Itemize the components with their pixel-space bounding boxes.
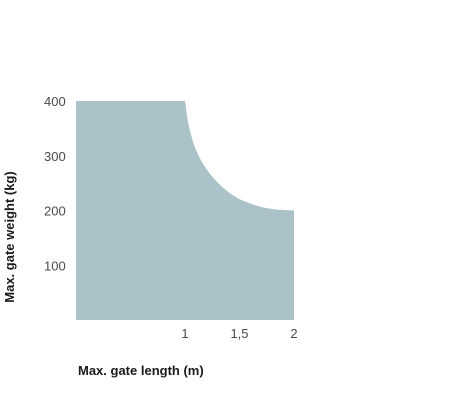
x-tick-label: 2 <box>290 326 297 341</box>
y-tick-label: 300 <box>44 149 66 164</box>
x-tick-label: 1,5 <box>230 326 248 341</box>
x-axis-ticks: 1 1,5 2 <box>181 326 297 341</box>
x-axis-label: Max. gate length (m) <box>78 363 204 378</box>
y-tick-label: 400 <box>44 94 66 109</box>
capacity-area <box>76 101 294 320</box>
y-axis-label: Max. gate weight (kg) <box>2 171 17 302</box>
plot-area <box>76 101 294 320</box>
x-tick-label: 1 <box>181 326 188 341</box>
y-tick-label: 200 <box>44 204 66 219</box>
y-tick-label: 100 <box>44 258 66 273</box>
y-axis-ticks: 100 200 300 400 <box>44 94 66 273</box>
